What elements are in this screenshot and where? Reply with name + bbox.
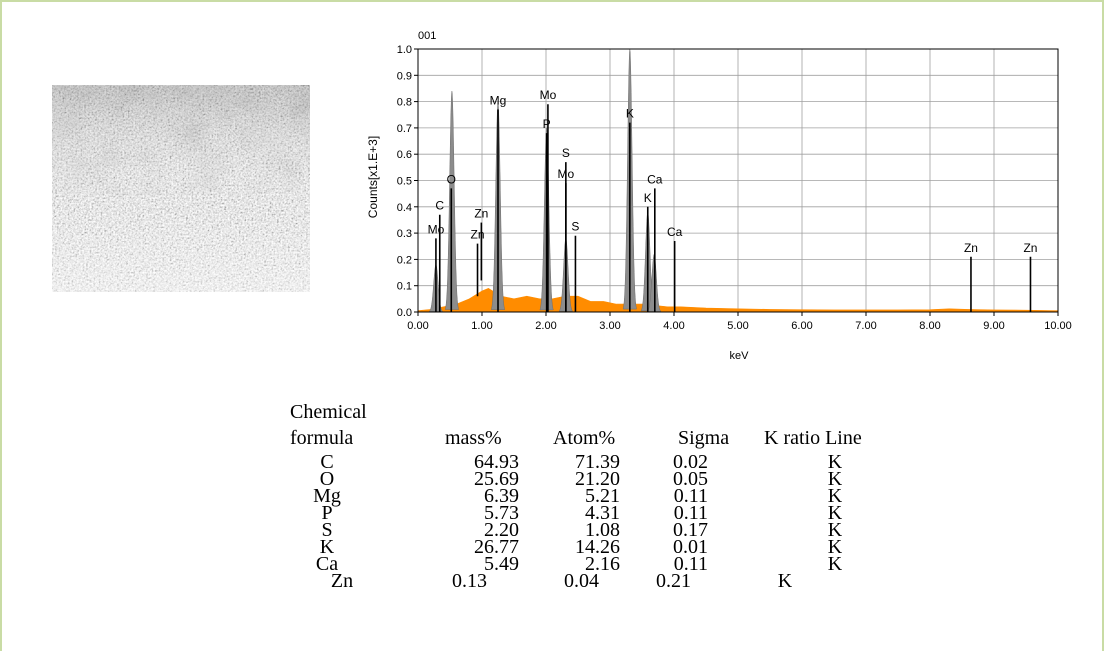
peak-annotations: Mo CO Zn Zn Mg Mo P S Mo S K Ca K Ca Zn Zn <box>428 88 1037 312</box>
peak-label: Mo <box>428 222 445 236</box>
table-cell-element: Ca <box>315 553 339 575</box>
header-formula-line1: Chemical <box>290 401 367 423</box>
x-tick-label: 1.00 <box>471 320 492 332</box>
x-tick-labels: 0.00 1.00 2.00 3.00 4.00 5.00 6.00 7.00 8.00 9.00… <box>407 312 1072 332</box>
peak-label: Ca <box>647 172 663 186</box>
table-cell-line: K <box>827 451 843 473</box>
table-cell-line: K <box>827 485 843 507</box>
peak-label: Zn <box>474 207 488 221</box>
table-cell-atom: 21.20 <box>575 468 620 490</box>
header-mass: mass% <box>445 427 502 449</box>
peak-label: K <box>626 107 634 121</box>
table-cell-sigma: 0.01 <box>673 536 708 558</box>
y-tick-label: 0.4 <box>397 202 412 214</box>
table-cell-element: Zn <box>330 570 354 592</box>
table-cell-element: C <box>320 451 334 473</box>
x-tick-label: 4.00 <box>663 320 684 332</box>
table-cell-mass: 5.49 <box>484 553 519 575</box>
x-tick-label: 9.00 <box>983 320 1004 332</box>
peak-label: K <box>644 191 652 205</box>
peak-label: P <box>543 117 551 131</box>
table-cell-sigma: 0.02 <box>673 451 708 473</box>
x-tick-label: 5.00 <box>727 320 748 332</box>
table-cell-atom: 0.04 <box>564 570 599 592</box>
y-axis-label: Counts[x1.E+3] <box>366 136 380 218</box>
table-cell-element: P <box>321 502 333 524</box>
peak-label: Ca <box>667 225 683 239</box>
peak-label: S <box>571 220 579 234</box>
peak-label: Zn <box>471 228 485 242</box>
peak-label: Zn <box>1023 241 1037 255</box>
peak-label: Mg <box>490 93 507 107</box>
table-cell-atom: 5.21 <box>585 485 620 507</box>
y-tick-label: 0.5 <box>397 176 412 188</box>
table-cell-mass: 25.69 <box>474 468 519 490</box>
peak-label: Mo <box>540 88 557 102</box>
x-tick-label: 7.00 <box>855 320 876 332</box>
table-cell-line: K <box>827 468 843 490</box>
y-tick-label: 0.6 <box>397 149 412 161</box>
table-cell-line: K <box>827 553 843 575</box>
peak-label: O <box>447 172 456 186</box>
table-cell-line: K <box>827 519 843 541</box>
table-cell-element: K <box>319 536 335 558</box>
composition-table: Chemical formula mass% Atom% Sigma K rat… <box>282 401 922 651</box>
y-tick-label: 0.0 <box>397 307 412 319</box>
table-cell-mass: 64.93 <box>474 451 519 473</box>
table-cell-element: S <box>321 519 333 541</box>
chart-title: 001 <box>418 30 436 42</box>
table-cell-element: Mg <box>313 485 341 507</box>
table-cell-mass: 0.13 <box>452 570 487 592</box>
header-formula-line2: formula <box>290 427 354 449</box>
x-tick-label: 10.00 <box>1044 320 1072 332</box>
peak-label: C <box>435 199 444 213</box>
table-cell-sigma: 0.21 <box>656 570 691 592</box>
table-cell-line: K <box>827 536 843 558</box>
table-cell-atom: 1.08 <box>585 519 620 541</box>
table-cell-mass: 6.39 <box>484 485 519 507</box>
x-tick-label: 6.00 <box>791 320 812 332</box>
table-cell-atom: 2.16 <box>585 553 620 575</box>
header-atom: Atom% <box>553 427 616 449</box>
table-cell-sigma: 0.11 <box>673 485 708 507</box>
table-cell-mass: 5.73 <box>484 502 519 524</box>
table-cell-atom: 14.26 <box>575 536 620 558</box>
y-tick-label: 0.1 <box>397 281 412 293</box>
table-cell-mass: 26.77 <box>474 536 519 558</box>
sem-micrograph <box>52 85 310 292</box>
y-tick-label: 0.3 <box>397 228 412 240</box>
peak-label: S <box>562 146 570 160</box>
peak-label: Mo <box>558 167 575 181</box>
x-axis-label: keV <box>730 350 750 362</box>
table-cell-element: O <box>319 468 335 490</box>
y-tick-label: 0.9 <box>397 70 412 82</box>
x-tick-label: 3.00 <box>599 320 620 332</box>
table-cell-sigma: 0.17 <box>673 519 708 541</box>
table-cell-line: K <box>827 502 843 524</box>
x-tick-label: 0.00 <box>407 320 428 332</box>
table-cell-atom: 4.31 <box>585 502 620 524</box>
x-tick-label: 2.00 <box>535 320 556 332</box>
eds-spectrum-chart: Mo CO Zn Zn Mg Mo P S Mo S K Ca K Ca Zn Zn 0.00 1.00 2.00… <box>366 30 1072 362</box>
x-tick-label: 8.00 <box>919 320 940 332</box>
table-cell-sigma: 0.05 <box>673 468 708 490</box>
table-cell-sigma: 0.11 <box>673 502 708 524</box>
table-cell-sigma: 0.11 <box>673 553 708 575</box>
header-sigma: Sigma <box>678 427 730 449</box>
header-kratio: K ratio Line <box>764 427 862 449</box>
table-cell-mass: 2.20 <box>484 519 519 541</box>
peak-label: Zn <box>964 241 978 255</box>
table-cell-line: K <box>777 570 793 592</box>
y-tick-label: 0.2 <box>397 254 412 266</box>
table-cell-atom: 71.39 <box>575 451 620 473</box>
y-tick-label: 0.8 <box>397 97 412 109</box>
y-tick-label: 1.0 <box>397 44 412 56</box>
y-tick-labels: 0.0 0.1 0.2 0.3 0.4 0.5 0.6 0.7 0.8 0.9 1.0 <box>397 44 418 319</box>
y-tick-label: 0.7 <box>397 123 412 135</box>
chart-grid <box>418 49 1058 312</box>
